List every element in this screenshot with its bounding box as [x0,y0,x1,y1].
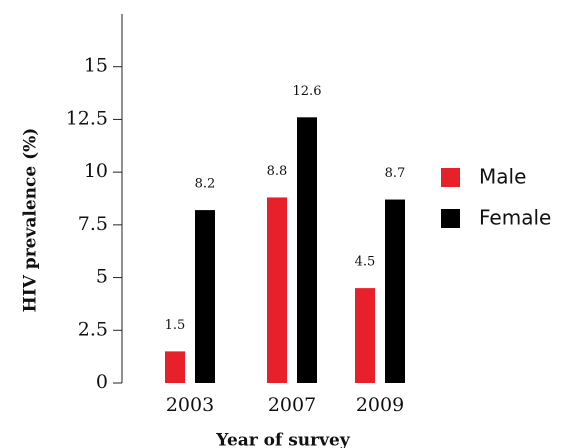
value-label-male-2007: 8.8 [267,164,288,179]
legend-label-female: Female [479,206,551,230]
y-tick-label: 10 [84,160,108,182]
y-tick-label: 12.5 [66,107,108,129]
bar-female-2003 [195,210,215,383]
x-tick-label: 2003 [166,394,214,416]
x-tick-label: 2007 [268,394,316,416]
x-axis-title: Year of survey [215,431,351,448]
value-label-male-2003: 1.5 [165,318,186,333]
bar-female-2009 [385,199,405,383]
y-tick-label: 7.5 [78,213,108,235]
y-tick-label: 0 [96,371,108,393]
value-labels: 1.5 8.2 8.8 12.6 4.5 8.7 [165,84,406,333]
bars [165,117,405,383]
value-label-female-2009: 8.7 [385,166,406,181]
value-label-female-2007: 12.6 [293,84,322,99]
bar-male-2003 [165,351,185,383]
legend-label-male: Male [479,165,526,189]
legend-swatch-male [441,168,460,187]
bar-male-2009 [355,288,375,383]
x-tick-label: 2009 [356,394,404,416]
bar-female-2007 [297,117,317,383]
value-label-male-2009: 4.5 [355,255,376,270]
x-tick-labels: 2003 2007 2009 [166,394,404,416]
legend-swatch-female [441,209,460,228]
y-axis: 0 2.5 5 7.5 10 12.5 15 [66,14,123,393]
y-axis-title: HIV prevalence (%) [21,128,41,313]
y-tick-label: 5 [96,266,108,288]
value-label-female-2003: 8.2 [195,177,216,192]
y-tick-label: 2.5 [78,318,108,340]
legend: Male Female [441,165,551,230]
bar-male-2007 [267,197,287,383]
y-tick-label: 15 [84,55,108,77]
